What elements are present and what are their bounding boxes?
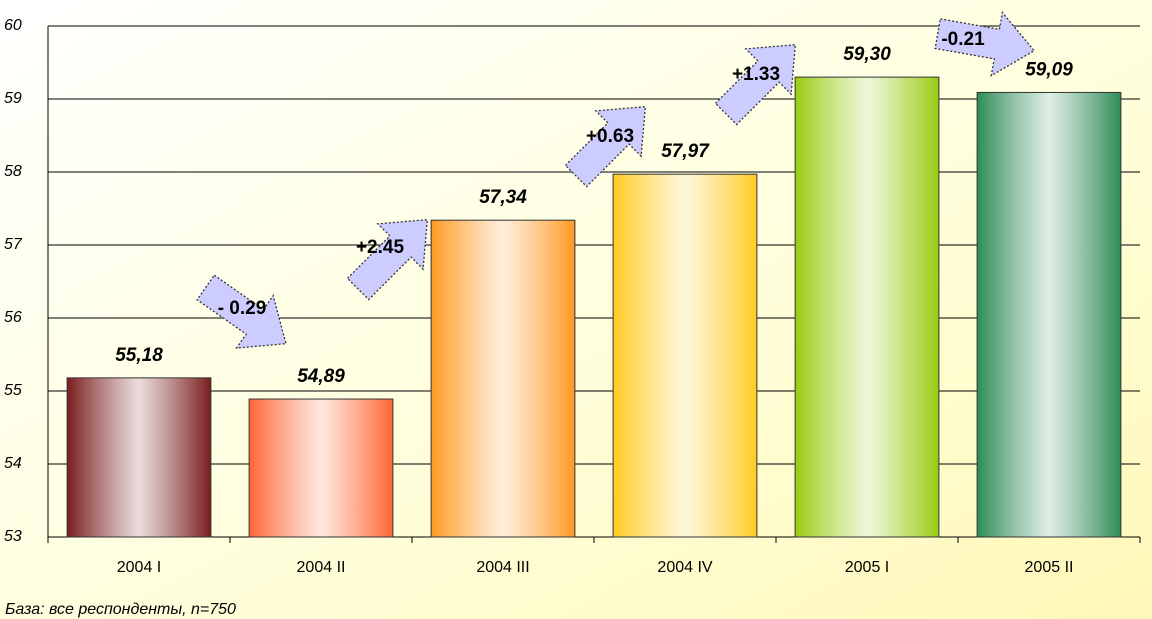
y-tick-label: 57 [4, 236, 23, 253]
y-tick-label: 54 [4, 455, 22, 472]
bar [976, 91, 1122, 538]
y-tick-label: 58 [4, 163, 22, 180]
value-label: 55,18 [115, 345, 163, 366]
change-label: +0.63 [586, 126, 634, 147]
y-tick-label: 53 [4, 528, 22, 545]
bar [430, 219, 576, 538]
bar [612, 173, 758, 538]
change-arrow [714, 43, 797, 126]
bar [248, 398, 394, 538]
arrow-shape [564, 105, 647, 188]
x-tick-label: 2005 II [1025, 559, 1074, 576]
footnote: База: все респонденты, n=750 [5, 601, 236, 618]
change-arrow [934, 11, 1036, 77]
change-label: +2.45 [356, 237, 405, 258]
value-label: 57,97 [661, 141, 710, 162]
value-label: 54,89 [297, 366, 345, 387]
x-tick-label: 2004 II [297, 559, 346, 576]
x-tick-label: 2004 I [117, 559, 161, 576]
bar [794, 76, 940, 538]
y-tick-label: 60 [4, 17, 22, 34]
x-tick-label: 2004 IV [657, 559, 712, 576]
change-arrow [346, 218, 429, 301]
bar [66, 377, 212, 538]
y-tick-label: 59 [4, 90, 22, 107]
value-label: 59,09 [1025, 59, 1073, 80]
arrow-shape [346, 218, 429, 301]
x-tick-label: 2004 III [476, 559, 529, 576]
arrow-shape [934, 11, 1036, 77]
change-arrow [564, 105, 647, 188]
value-label: 57,34 [479, 187, 527, 208]
arrow-shape [196, 274, 287, 349]
value-label: 59,30 [843, 44, 891, 65]
change-arrow [196, 274, 287, 349]
change-label: - 0.29 [218, 298, 267, 319]
x-tick-label: 2005 I [845, 559, 889, 576]
change-label: +1.33 [732, 64, 780, 85]
arrow-shape [714, 43, 797, 126]
y-tick-label: 56 [4, 309, 22, 326]
change-label: -0.21 [941, 29, 985, 50]
y-tick-label: 55 [4, 382, 22, 399]
